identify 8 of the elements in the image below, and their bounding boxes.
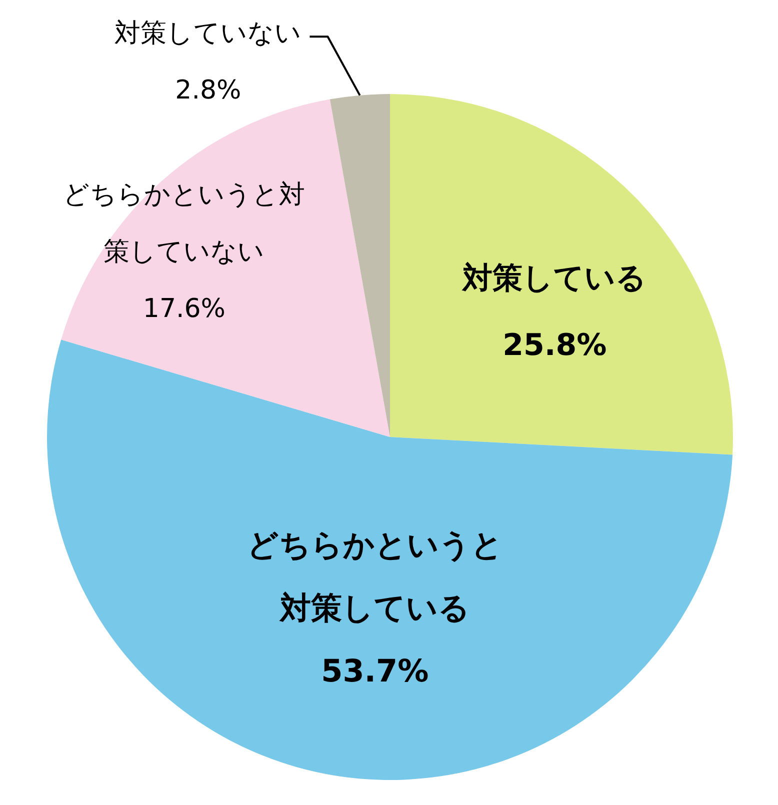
slice-label: 対策していない [114,18,302,48]
slice-label: どちらかというと対策している [246,527,503,626]
slice-label: 対策している [462,260,647,296]
slice-label: どちらかというと対策していない [63,180,306,268]
data-label: 17.6% [142,294,226,324]
data-label: 2.8% [175,75,242,106]
data-label: 53.7% [321,653,429,690]
data-label: 25.8% [502,328,607,363]
